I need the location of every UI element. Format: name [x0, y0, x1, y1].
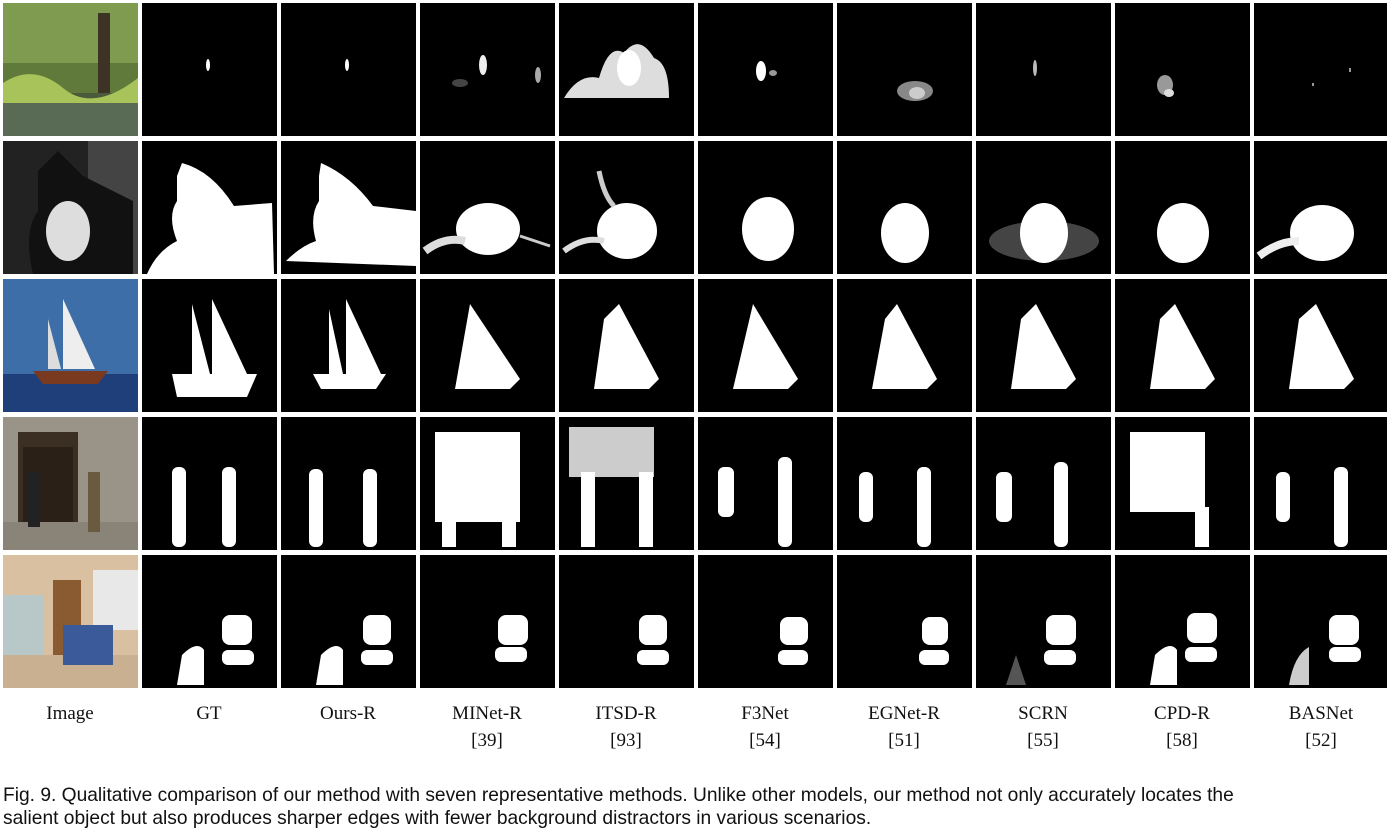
column-label-cpd: CPD-R [58] — [1154, 703, 1210, 751]
row5-image — [3, 555, 138, 688]
row3-image — [3, 279, 138, 412]
row1-itsd — [559, 3, 694, 136]
row2-itsd — [559, 141, 694, 274]
column-label-ours: Ours-R — [320, 703, 376, 724]
row3-scrn — [976, 279, 1111, 412]
figure-caption: Fig. 9. Qualitative comparison of our me… — [3, 784, 1383, 830]
row2-minet — [420, 141, 555, 274]
row4-image — [3, 417, 138, 550]
row2-basnet — [1254, 141, 1387, 274]
row4-ours — [281, 417, 416, 550]
row4-basnet — [1254, 417, 1387, 550]
row3-f3net — [698, 279, 833, 412]
row2-cpd — [1115, 141, 1250, 274]
column-label-gt: GT — [196, 703, 222, 724]
row1-scrn — [976, 3, 1111, 136]
row1-f3net — [698, 3, 833, 136]
row4-minet — [420, 417, 555, 550]
row5-ours — [281, 555, 416, 688]
row5-minet — [420, 555, 555, 688]
column-label-itsd: ITSD-R [93] — [595, 703, 657, 751]
row5-cpd — [1115, 555, 1250, 688]
column-label-f3net: F3Net [54] — [741, 703, 789, 751]
row5-egnet — [837, 555, 972, 688]
row5-basnet — [1254, 555, 1387, 688]
row4-gt — [142, 417, 277, 550]
row4-egnet — [837, 417, 972, 550]
column-label-minet: MINet-R [39] — [452, 703, 522, 751]
row1-egnet — [837, 3, 972, 136]
row3-minet — [420, 279, 555, 412]
row3-egnet — [837, 279, 972, 412]
row5-scrn — [976, 555, 1111, 688]
row1-basnet — [1254, 3, 1387, 136]
caption-line-1: Fig. 9. Qualitative comparison of our me… — [3, 785, 1234, 806]
row5-gt — [142, 555, 277, 688]
row2-ours — [281, 141, 416, 274]
column-label-basnet: BASNet [52] — [1288, 703, 1354, 751]
row1-image — [3, 3, 138, 136]
row4-itsd — [559, 417, 694, 550]
row2-f3net — [698, 141, 833, 274]
caption-line-2: salient object but also produces sharper… — [3, 808, 872, 829]
column-label-egnet: EGNet-R [51] — [868, 703, 940, 751]
row3-itsd — [559, 279, 694, 412]
row5-f3net — [698, 555, 833, 688]
row1-ours — [281, 3, 416, 136]
row2-scrn — [976, 141, 1111, 274]
row4-cpd — [1115, 417, 1250, 550]
row4-f3net — [698, 417, 833, 550]
row5-itsd — [559, 555, 694, 688]
row1-gt — [142, 3, 277, 136]
row4-scrn — [976, 417, 1111, 550]
row3-cpd — [1115, 279, 1250, 412]
row3-ours — [281, 279, 416, 412]
row3-basnet — [1254, 279, 1387, 412]
row2-gt — [142, 141, 277, 274]
row1-minet — [420, 3, 555, 136]
row2-image — [3, 141, 138, 274]
column-label-image: Image — [46, 703, 94, 724]
column-label-scrn: SCRN [55] — [1018, 703, 1068, 751]
row3-gt — [142, 279, 277, 412]
row1-cpd — [1115, 3, 1250, 136]
row2-egnet — [837, 141, 972, 274]
